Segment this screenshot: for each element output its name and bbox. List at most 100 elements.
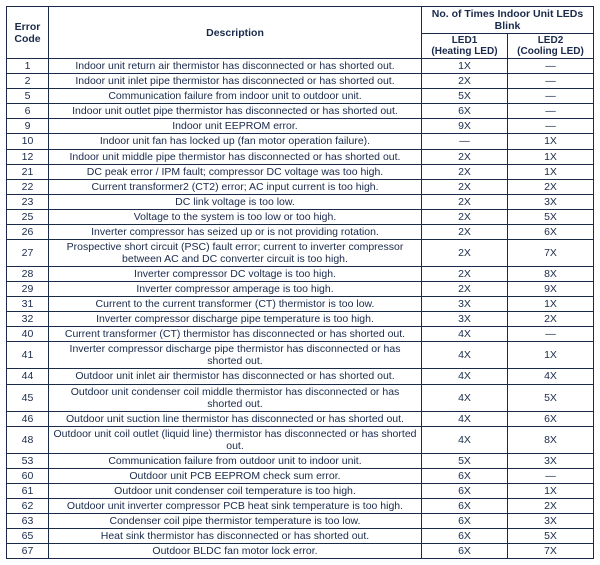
table-row: 53Communication failure from outdoor uni… [7,453,594,468]
cell-led1: 2X [421,149,507,164]
cell-description: Inverter compressor amperage is too high… [49,282,422,297]
cell-error-code: 22 [7,179,49,194]
table-row: 67Outdoor BLDC fan motor lock error.6X7X [7,544,594,559]
cell-led2: — [507,74,593,89]
cell-led1: 6X [421,529,507,544]
hdr-led2-line1: LED2 [538,35,564,46]
cell-led1: 4X [421,327,507,342]
cell-led2: 4X [507,369,593,384]
cell-description: Indoor unit inlet pipe thermistor has di… [49,74,422,89]
hdr-description: Description [49,7,422,59]
cell-description: DC peak error / IPM fault; compressor DC… [49,164,422,179]
cell-description: Inverter compressor has seized up or is … [49,224,422,239]
cell-led2: 2X [507,179,593,194]
table-row: 61Outdoor unit condenser coil temperatur… [7,483,594,498]
cell-led2: 1X [507,297,593,312]
cell-error-code: 1 [7,59,49,74]
hdr-blink-group-text: No. of Times Indoor Unit LEDs Blink [432,8,583,32]
cell-led2: 6X [507,224,593,239]
table-row: 28Inverter compressor DC voltage is too … [7,267,594,282]
cell-led1: 3X [421,297,507,312]
cell-led1: 2X [421,239,507,266]
cell-description: Indoor unit middle pipe thermistor has d… [49,149,422,164]
cell-error-code: 65 [7,529,49,544]
table-row: 22Current transformer2 (CT2) error; AC i… [7,179,594,194]
cell-error-code: 27 [7,239,49,266]
cell-led2: 1X [507,134,593,149]
table-row: 6Indoor unit outlet pipe thermistor has … [7,104,594,119]
cell-led1: 1X [421,59,507,74]
cell-description: DC link voltage is too low. [49,194,422,209]
cell-description: Current transformer (CT) thermistor has … [49,327,422,342]
cell-led1: 3X [421,312,507,327]
cell-error-code: 31 [7,297,49,312]
cell-led2: 5X [507,384,593,411]
cell-led2: — [507,327,593,342]
cell-led1: 2X [421,194,507,209]
cell-error-code: 48 [7,426,49,453]
cell-error-code: 6 [7,104,49,119]
hdr-error-code-text: Error Code [14,21,40,45]
cell-led2: — [507,89,593,104]
cell-led1: 2X [421,267,507,282]
cell-led2: 8X [507,267,593,282]
cell-led1: 5X [421,453,507,468]
cell-error-code: 29 [7,282,49,297]
cell-error-code: 21 [7,164,49,179]
hdr-description-text: Description [206,27,264,39]
cell-led1: 4X [421,384,507,411]
cell-led2: — [507,119,593,134]
cell-led2: — [507,59,593,74]
cell-error-code: 26 [7,224,49,239]
table-row: 41Inverter compressor discharge pipe the… [7,342,594,369]
table-row: 1Indoor unit return air thermistor has d… [7,59,594,74]
cell-error-code: 25 [7,209,49,224]
cell-led1: 2X [421,74,507,89]
cell-description: Outdoor unit inlet air thermistor has di… [49,369,422,384]
cell-led2: 1X [507,483,593,498]
cell-error-code: 40 [7,327,49,342]
table-row: 44Outdoor unit inlet air thermistor has … [7,369,594,384]
table-row: 2Indoor unit inlet pipe thermistor has d… [7,74,594,89]
cell-error-code: 44 [7,369,49,384]
cell-description: Outdoor unit condenser coil middle therm… [49,384,422,411]
cell-led1: 2X [421,282,507,297]
cell-led1: 2X [421,209,507,224]
cell-description: Inverter compressor DC voltage is too hi… [49,267,422,282]
cell-led2: 1X [507,164,593,179]
cell-led2: 7X [507,239,593,266]
cell-error-code: 63 [7,514,49,529]
cell-description: Indoor unit return air thermistor has di… [49,59,422,74]
cell-description: Outdoor unit inverter compressor PCB hea… [49,499,422,514]
cell-description: Outdoor unit coil outlet (liquid line) t… [49,426,422,453]
cell-led1: 9X [421,119,507,134]
cell-led2: — [507,104,593,119]
cell-description: Outdoor unit condenser coil temperature … [49,483,422,498]
table-row: 40Current transformer (CT) thermistor ha… [7,327,594,342]
cell-error-code: 10 [7,134,49,149]
table-row: 5Communication failure from indoor unit … [7,89,594,104]
cell-error-code: 2 [7,74,49,89]
cell-led1: 4X [421,369,507,384]
cell-error-code: 53 [7,453,49,468]
table-row: 31Current to the current transformer (CT… [7,297,594,312]
table-row: 46Outdoor unit suction line thermistor h… [7,411,594,426]
table-row: 45Outdoor unit condenser coil middle the… [7,384,594,411]
cell-led1: 2X [421,224,507,239]
cell-error-code: 9 [7,119,49,134]
cell-led1: 6X [421,544,507,559]
cell-error-code: 41 [7,342,49,369]
table-header: Error Code Description No. of Times Indo… [7,7,594,59]
cell-description: Prospective short circuit (PSC) fault er… [49,239,422,266]
table-row: 23DC link voltage is too low.2X3X [7,194,594,209]
cell-led2: 1X [507,342,593,369]
cell-led1: 4X [421,426,507,453]
cell-error-code: 32 [7,312,49,327]
table-row: 12Indoor unit middle pipe thermistor has… [7,149,594,164]
cell-description: Communication failure from indoor unit t… [49,89,422,104]
table-row: 65Heat sink thermistor has disconnected … [7,529,594,544]
table-row: 48Outdoor unit coil outlet (liquid line)… [7,426,594,453]
cell-description: Heat sink thermistor has disconnected or… [49,529,422,544]
table-row: 9Indoor unit EEPROM error.9X— [7,119,594,134]
cell-error-code: 28 [7,267,49,282]
